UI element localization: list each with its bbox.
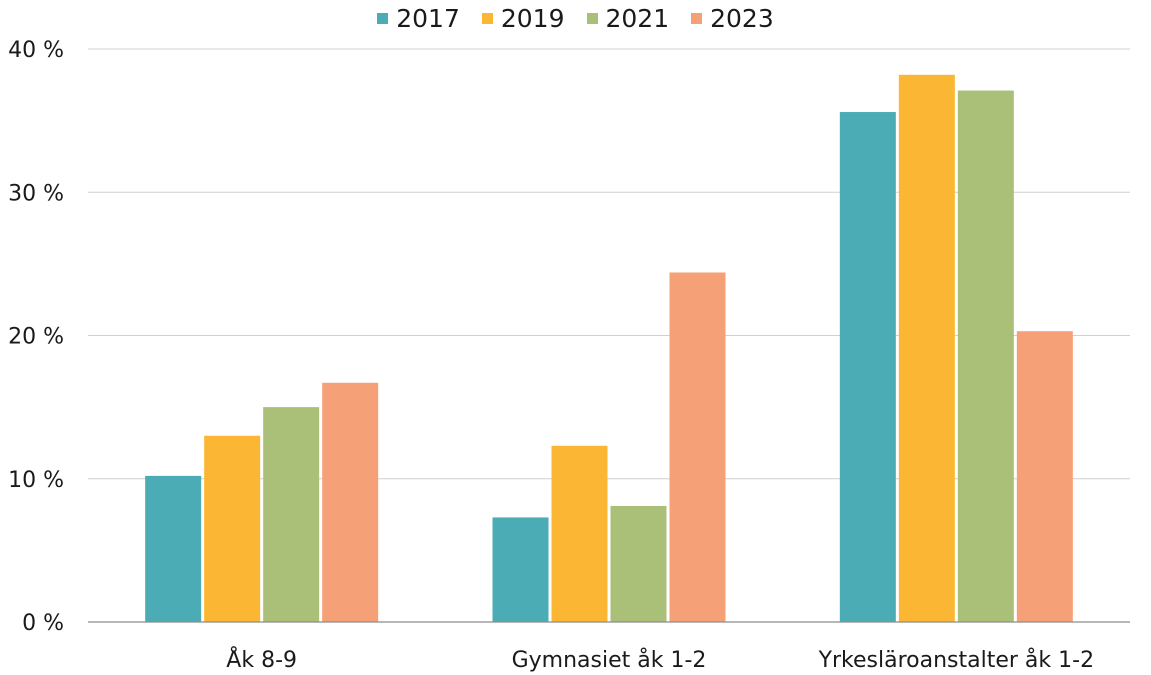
legend-swatch-2021 bbox=[586, 13, 598, 24]
legend-item-2023: 2023 bbox=[691, 4, 774, 33]
legend-label-2019: 2019 bbox=[500, 4, 565, 33]
bar bbox=[669, 272, 726, 622]
y-tick-label: 40 % bbox=[8, 38, 64, 63]
legend-item-2017: 2017 bbox=[377, 4, 460, 33]
x-tick-label: Åk 8-9 bbox=[226, 646, 297, 673]
bar bbox=[492, 517, 549, 622]
x-tick-label: Yrkesläroanstalter åk 1-2 bbox=[818, 647, 1095, 673]
bar bbox=[263, 407, 320, 622]
bar bbox=[839, 112, 896, 622]
bar bbox=[145, 475, 202, 622]
bar bbox=[322, 382, 379, 622]
bar bbox=[204, 435, 261, 622]
x-tick-label: Gymnasiet åk 1-2 bbox=[512, 647, 707, 673]
bar bbox=[898, 74, 955, 622]
chart-legend: 2017 2019 2021 2023 bbox=[0, 4, 1151, 33]
y-tick-label: 10 % bbox=[8, 468, 64, 493]
legend-label-2023: 2023 bbox=[710, 4, 774, 33]
y-tick-label: 20 % bbox=[8, 325, 64, 350]
bar bbox=[1016, 331, 1073, 622]
y-tick-label: 30 % bbox=[8, 181, 64, 206]
legend-swatch-2019 bbox=[481, 13, 493, 24]
bar bbox=[957, 90, 1014, 623]
bar bbox=[551, 445, 608, 622]
legend-swatch-2023 bbox=[691, 13, 703, 24]
y-tick-label: 0 % bbox=[22, 611, 64, 636]
legend-item-2019: 2019 bbox=[481, 4, 565, 33]
legend-label-2017: 2017 bbox=[396, 4, 460, 33]
legend-swatch-2017 bbox=[377, 13, 389, 24]
legend-item-2021: 2021 bbox=[586, 4, 670, 33]
legend-label-2021: 2021 bbox=[605, 4, 670, 33]
bar bbox=[610, 505, 667, 622]
